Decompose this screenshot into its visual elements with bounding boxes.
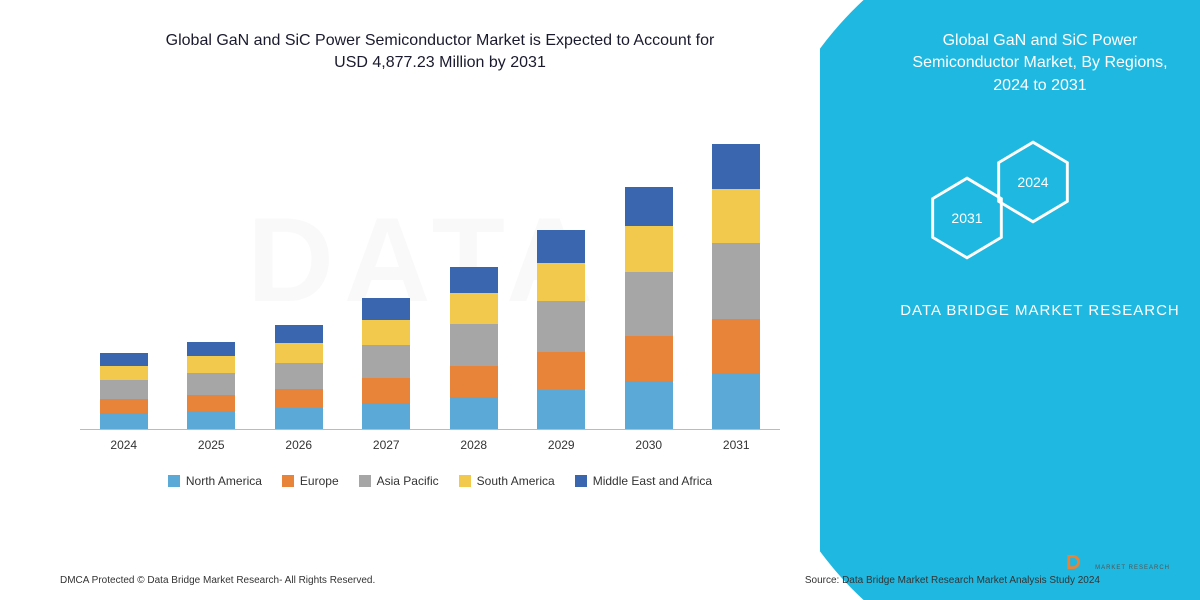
seg-south-america	[100, 366, 148, 380]
seg-europe	[537, 352, 585, 389]
bar-2030	[625, 187, 673, 429]
seg-middle-east-and-africa	[712, 144, 760, 189]
seg-middle-east-and-africa	[100, 353, 148, 365]
seg-europe	[187, 395, 235, 412]
legend-swatch	[168, 475, 180, 487]
legend-label: South America	[477, 474, 555, 488]
seg-europe	[362, 378, 410, 403]
bar-2031	[712, 144, 760, 429]
chart-area: 2024 2025 2026 2027 2028 2029 2030 2031	[80, 100, 780, 460]
seg-south-america	[362, 320, 410, 345]
seg-south-america	[537, 263, 585, 300]
legend-item: Europe	[282, 474, 339, 488]
seg-south-america	[187, 356, 235, 373]
logo-main: DATA BRIDGE	[1095, 553, 1170, 565]
seg-south-america	[712, 189, 760, 243]
legend-label: North America	[186, 474, 262, 488]
xlabel-2024: 2024	[100, 432, 148, 460]
seg-middle-east-and-africa	[450, 267, 498, 294]
seg-middle-east-and-africa	[187, 342, 235, 356]
title-line-2: USD 4,877.23 Million by 2031	[60, 52, 820, 74]
seg-asia-pacific	[100, 380, 148, 399]
hex-2024: 2024	[996, 140, 1070, 224]
legend-item: North America	[168, 474, 262, 488]
logo-text-wrap: DATA BRIDGE MARKET RESEARCH	[1095, 553, 1170, 571]
footer: DMCA Protected © Data Bridge Market Rese…	[60, 575, 1100, 586]
legend-swatch	[359, 475, 371, 487]
x-axis-labels: 2024 2025 2026 2027 2028 2029 2030 2031	[80, 432, 780, 460]
seg-europe	[712, 319, 760, 373]
logo-icon	[1059, 548, 1087, 576]
bar-2028	[450, 267, 498, 429]
seg-asia-pacific	[187, 373, 235, 395]
legend-label: Middle East and Africa	[593, 474, 712, 488]
hex-2031-label: 2031	[951, 210, 982, 226]
seg-south-america	[625, 226, 673, 271]
seg-asia-pacific	[362, 345, 410, 378]
seg-middle-east-and-africa	[537, 230, 585, 263]
brand-text: DATA BRIDGE MARKET RESEARCH	[900, 300, 1180, 321]
legend-label: Asia Pacific	[377, 474, 439, 488]
xlabel-2028: 2028	[450, 432, 498, 460]
hex-group: 2031 2024	[930, 140, 1130, 270]
seg-middle-east-and-africa	[275, 325, 323, 343]
right-title: Global GaN and SiC Power Semiconductor M…	[900, 30, 1180, 97]
seg-europe	[625, 336, 673, 381]
bar-2025	[187, 342, 235, 429]
seg-north-america	[625, 381, 673, 429]
seg-asia-pacific	[450, 324, 498, 365]
seg-asia-pacific	[712, 243, 760, 319]
seg-north-america	[275, 408, 323, 429]
seg-middle-east-and-africa	[625, 187, 673, 226]
seg-europe	[100, 399, 148, 413]
bar-2029	[537, 230, 585, 428]
xlabel-2025: 2025	[187, 432, 235, 460]
seg-north-america	[100, 413, 148, 429]
bar-2026	[275, 325, 323, 428]
footer-right: Source: Data Bridge Market Research Mark…	[805, 575, 1100, 586]
xlabel-2026: 2026	[275, 432, 323, 460]
seg-south-america	[275, 343, 323, 363]
footer-left: DMCA Protected © Data Bridge Market Rese…	[60, 575, 375, 586]
legend-swatch	[459, 475, 471, 487]
title-line-1: Global GaN and SiC Power Semiconductor M…	[60, 30, 820, 52]
seg-north-america	[712, 373, 760, 429]
hex-2031: 2031	[930, 176, 1004, 260]
seg-north-america	[187, 411, 235, 429]
seg-north-america	[537, 390, 585, 429]
legend-item: Asia Pacific	[359, 474, 439, 488]
xlabel-2030: 2030	[625, 432, 673, 460]
right-panel: Global GaN and SiC Power Semiconductor M…	[820, 0, 1200, 600]
legend-swatch	[575, 475, 587, 487]
xlabel-2031: 2031	[712, 432, 760, 460]
legend-item: South America	[459, 474, 555, 488]
seg-asia-pacific	[537, 301, 585, 353]
seg-middle-east-and-africa	[362, 298, 410, 321]
hex-2024-label: 2024	[1017, 174, 1048, 190]
logo-sub: MARKET RESEARCH	[1095, 565, 1170, 571]
seg-asia-pacific	[275, 363, 323, 389]
seg-south-america	[450, 293, 498, 324]
xlabel-2027: 2027	[362, 432, 410, 460]
legend: North America Europe Asia Pacific South Ame…	[60, 474, 820, 488]
bars-container	[80, 120, 780, 430]
seg-europe	[275, 389, 323, 409]
xlabel-2029: 2029	[537, 432, 585, 460]
legend-label: Europe	[300, 474, 339, 488]
legend-item: Middle East and Africa	[575, 474, 712, 488]
bar-2024	[100, 353, 148, 428]
left-panel: Global GaN and SiC Power Semiconductor M…	[0, 0, 860, 600]
bar-2027	[362, 298, 410, 429]
seg-north-america	[450, 397, 498, 429]
seg-asia-pacific	[625, 272, 673, 336]
seg-north-america	[362, 403, 410, 429]
legend-swatch	[282, 475, 294, 487]
chart-title: Global GaN and SiC Power Semiconductor M…	[60, 30, 820, 75]
logo: DATA BRIDGE MARKET RESEARCH	[1059, 548, 1170, 576]
seg-europe	[450, 366, 498, 397]
